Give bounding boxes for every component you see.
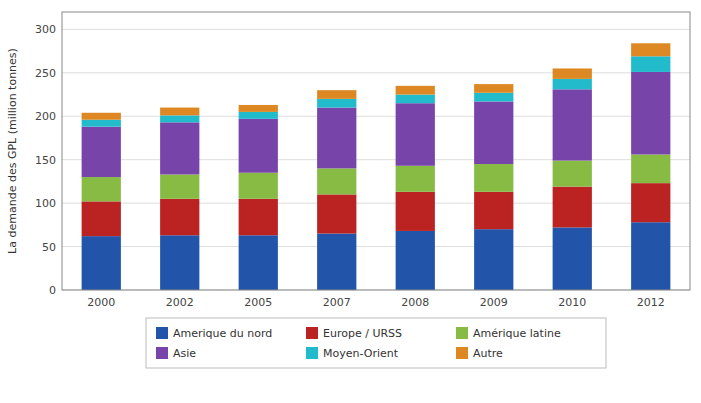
grid-line: [62, 203, 690, 204]
bar-segment: [317, 234, 356, 290]
bar-segment: [474, 192, 513, 229]
y-tick-label: 200: [35, 110, 56, 123]
x-axis: 2000 2002 2005 2007 2008 2009 2010 2012: [87, 296, 665, 309]
x-tick-label: 2005: [244, 296, 272, 309]
bar-segment: [396, 166, 435, 192]
x-tick-label: 2000: [87, 296, 115, 309]
bar-segment: [553, 227, 592, 290]
grid-line: [62, 29, 690, 30]
bar-segment: [553, 161, 592, 187]
bar-segment: [631, 222, 670, 290]
bar-segment: [317, 108, 356, 169]
bar-segment: [82, 177, 121, 201]
bar-segment: [553, 89, 592, 160]
bar-segment: [160, 122, 199, 174]
legend-swatch: [456, 347, 468, 359]
bar-segment: [474, 229, 513, 290]
bar-segment: [82, 120, 121, 127]
bar-segment: [317, 99, 356, 108]
y-tick-label: 50: [42, 241, 56, 254]
x-tick-label: 2008: [401, 296, 429, 309]
bar-segment: [317, 168, 356, 194]
bar-segment: [474, 101, 513, 164]
bar-segment: [396, 95, 435, 104]
legend-swatch: [456, 327, 468, 339]
legend-label: Moyen-Orient: [323, 347, 399, 360]
legend-label: Amerique du nord: [173, 327, 272, 340]
y-tick-label: 300: [35, 23, 56, 36]
bars: [82, 43, 671, 290]
y-tick-label: 150: [35, 154, 56, 167]
legend-swatch: [306, 327, 318, 339]
bar-segment: [239, 173, 278, 199]
x-tick-label: 2002: [166, 296, 194, 309]
bar-segment: [474, 84, 513, 93]
bar-segment: [631, 183, 670, 222]
bar-segment: [631, 72, 670, 155]
legend-label: Amérique latine: [473, 327, 561, 340]
legend-swatch: [306, 347, 318, 359]
y-axis-label: La demande des GPL (million tonnes): [6, 48, 19, 254]
legend-label: Autre: [473, 347, 503, 360]
legend-box: [146, 318, 606, 368]
bar-segment: [239, 119, 278, 173]
bar-segment: [474, 93, 513, 102]
plot-frame: [62, 12, 690, 290]
grid-line: [62, 246, 690, 247]
bar-segment: [239, 105, 278, 112]
bar-segment: [239, 112, 278, 119]
x-tick-label: 2010: [558, 296, 586, 309]
y-tick-label: 250: [35, 67, 56, 80]
bar-segment: [82, 113, 121, 120]
bar-segment: [631, 43, 670, 56]
legend: Amerique du nord Europe / URSS Amérique la…: [146, 318, 606, 368]
grid-line: [62, 116, 690, 117]
bar-segment: [160, 235, 199, 290]
bar-segment: [631, 56, 670, 72]
bar-segment: [631, 154, 670, 183]
y-tick-label: 100: [35, 197, 56, 210]
bar-segment: [553, 68, 592, 78]
bar-segment: [553, 79, 592, 89]
bar-segment: [239, 199, 278, 235]
bar-segment: [553, 187, 592, 228]
bar-segment: [82, 201, 121, 236]
legend-swatch: [156, 327, 168, 339]
bar-segment: [474, 164, 513, 192]
bar-segment: [160, 174, 199, 198]
bar-segment: [160, 115, 199, 122]
chart: 0501001502002503002000200220052007200820…: [0, 0, 701, 403]
bar-segment: [317, 90, 356, 99]
bar-segment: [160, 108, 199, 116]
grid-line: [62, 159, 690, 160]
bar-segment: [82, 236, 121, 290]
y-axis: 0 50 100 150 200 250 300: [35, 23, 690, 297]
bar-segment: [396, 231, 435, 290]
bar-segment: [396, 86, 435, 95]
bar-segment: [239, 235, 278, 290]
x-tick-label: 2007: [323, 296, 351, 309]
legend-label: Asie: [173, 347, 196, 360]
bar-segment: [82, 127, 121, 177]
bar-segment: [396, 192, 435, 231]
bar-segment: [160, 199, 199, 235]
y-tick-label: 0: [49, 284, 56, 297]
x-tick-label: 2012: [637, 296, 665, 309]
bar-segment: [317, 194, 356, 233]
x-tick-label: 2009: [480, 296, 508, 309]
legend-swatch: [156, 347, 168, 359]
bar-segment: [396, 103, 435, 166]
legend-label: Europe / URSS: [323, 327, 402, 340]
grid-line: [62, 72, 690, 73]
